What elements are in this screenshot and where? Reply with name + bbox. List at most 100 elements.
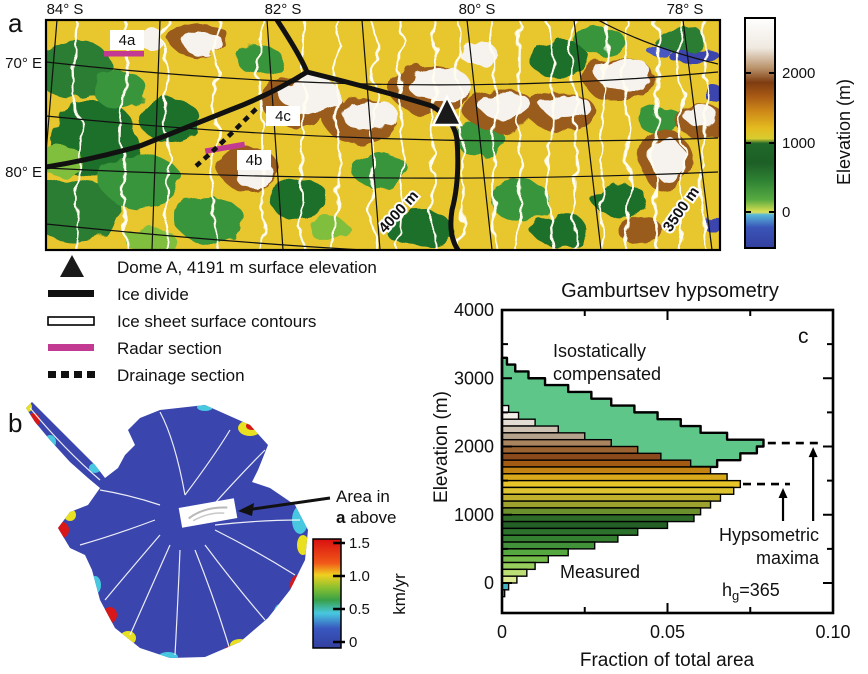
svg-text:4b: 4b (246, 152, 263, 169)
area-callout-arrowhead (238, 503, 254, 516)
chart-ylabel: Elevation (m) (431, 391, 452, 503)
measured-histogram-bar (501, 500, 712, 509)
y-tick-label: 4000 (454, 300, 494, 320)
section-label-4b: 4b (237, 150, 271, 170)
panel-c-label: c (798, 325, 809, 348)
y-tick-label: 1000 (454, 505, 494, 525)
bedrock-elevation-map: 4000 m 3500 m 4a 4b 4c (46, 20, 720, 250)
measured-histogram-bar (501, 411, 520, 420)
measured-histogram-bar (501, 432, 586, 441)
legend-item-contours: Ice sheet surface contours (117, 312, 316, 331)
map-axis-labels: 84° S 82° S 80° S 78° S 70° E 80° E (5, 1, 703, 181)
dome-a-triangle-marker (430, 94, 464, 127)
area-callout-line1: Area in (336, 487, 390, 506)
vel-cb-tick-0: 0 (349, 634, 357, 651)
elev-cb-title: Elevation (m) (834, 79, 854, 185)
map-legend: Dome A, 4191 m surface elevation Ice div… (47, 255, 377, 385)
legend-ice-divide-icon (48, 290, 94, 297)
measured-histogram-bar (501, 527, 639, 536)
legend-item-radar: Radar section (117, 339, 222, 358)
map-frame (44, 18, 722, 252)
measured-histogram-bar (501, 445, 639, 455)
elev-cb-tick-0: 0 (782, 204, 790, 221)
annotation-maxima-2: maxima (756, 548, 820, 568)
area-box (178, 498, 238, 528)
measured-histogram-bar (501, 561, 536, 571)
legend-contour-icon (47, 316, 95, 326)
measured-histogram-bar (501, 548, 569, 557)
annotation-hg: hg=365 (722, 580, 780, 603)
measured-histogram-bar (501, 438, 612, 448)
measured-histogram-bar (501, 466, 712, 475)
lat-label-78s: 78° S (667, 1, 704, 18)
ice-surface-contours (71, 20, 709, 250)
panel-b: b (8, 402, 409, 658)
antarctica-silhouette (26, 402, 308, 658)
elevation-colorbar: 2000 1000 0 Elevation (m) (744, 17, 854, 249)
panel-b-label: b (8, 408, 22, 438)
x-tick-label: 0.10 (815, 622, 850, 642)
radar-section-4a (104, 51, 144, 57)
measured-histogram-bar (501, 555, 550, 564)
graticule (46, 20, 719, 250)
vel-cb-tick-1-5: 1.5 (349, 535, 370, 552)
measured-histogram-bar (501, 473, 728, 482)
measured-histogram-bar (501, 541, 596, 550)
x-tick-label: 0.05 (650, 622, 685, 642)
measured-histogram-bar (501, 520, 669, 530)
map-terrain (46, 22, 720, 250)
lat-label-82s: 82° S (265, 1, 302, 18)
legend-item-drainage: Drainage section (117, 366, 245, 385)
measured-histogram-bar (501, 452, 662, 461)
measured-histogram-bar (501, 575, 518, 584)
measured-histogram-bar (501, 534, 619, 543)
panel-a: a (5, 1, 854, 385)
section-label-4a: 4a (110, 30, 144, 50)
measured-histogram-bar (501, 514, 695, 523)
measured-histogram-bar (501, 459, 692, 468)
legend-triangle-icon (60, 255, 84, 277)
vel-cb-tick-1-0: 1.0 (349, 568, 370, 585)
measured-histogram-bar (501, 425, 559, 434)
measured-histogram-bar (501, 486, 735, 495)
hypsometry-chart: 0 1000 2000 3000 4000 0 0.05 0.10 (454, 300, 851, 642)
lon-label-80e: 80° E (5, 164, 42, 181)
vel-cb-unit: km/yr (390, 573, 409, 615)
elev-cb-tick-1000: 1000 (782, 135, 815, 152)
chart-xlabel: Fraction of total area (580, 650, 755, 671)
maxima-arrowhead (778, 488, 788, 499)
lat-label-80s: 80° S (459, 1, 496, 18)
panel-a-label: a (8, 8, 23, 38)
x-tick-label: 0 (497, 622, 507, 642)
annotation-measured: Measured (560, 562, 640, 582)
measured-histogram-bar (501, 479, 742, 489)
y-tick-label: 2000 (454, 437, 494, 457)
measured-histogram-bar (501, 507, 702, 516)
lon-label-70e: 70° E (5, 55, 42, 72)
velocity-colorbar: 1.5 1.0 0.5 0 km/yr (312, 535, 409, 651)
elev-cb-tick-2000: 2000 (782, 65, 815, 82)
legend-radar-icon (48, 344, 94, 351)
vel-cb-tick-0-5: 0.5 (349, 601, 370, 618)
legend-item-dome-a: Dome A, 4191 m surface elevation (117, 258, 377, 277)
maxima-arrowhead (808, 447, 818, 458)
annotation-isostatic-1: Isostatically (553, 341, 646, 361)
y-tick-label: 3000 (454, 368, 494, 388)
measured-histogram-bar (501, 418, 536, 427)
panel-c: Gamburtsev hypsometry 010002000300040000… (431, 280, 851, 671)
annotation-maxima-1: Hypsometric (719, 525, 819, 545)
annotation-isostatic-2: compensated (553, 364, 661, 384)
measured-histogram-bar (501, 493, 722, 502)
svg-text:4c: 4c (275, 108, 291, 125)
svg-text:4a: 4a (119, 32, 136, 49)
chart-title: Gamburtsev hypsometry (561, 280, 779, 302)
area-callout-arrow (245, 496, 331, 512)
legend-item-ice-divide: Ice divide (117, 285, 189, 304)
area-callout-line2: a above (336, 508, 397, 527)
y-tick-label: 0 (484, 573, 494, 593)
lat-label-84s: 84° S (47, 1, 84, 18)
measured-histogram-bar (501, 568, 528, 577)
section-label-4c: 4c (266, 106, 300, 126)
